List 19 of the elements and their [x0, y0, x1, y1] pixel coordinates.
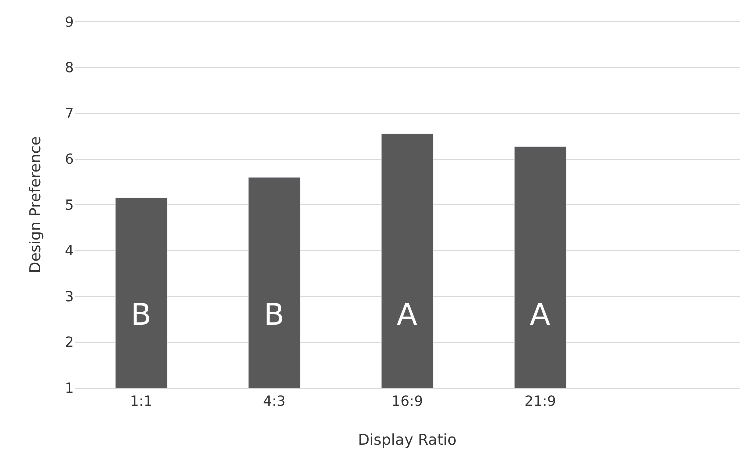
- y-tick-label: 3: [65, 289, 74, 306]
- x-tick-label: 21:9: [524, 394, 556, 410]
- annotation: B: [131, 298, 152, 333]
- annotation: A: [397, 298, 418, 333]
- y-tick-label: 2: [65, 335, 74, 352]
- x-tick-label: 4:3: [263, 394, 286, 410]
- x-tick-label: 1:1: [130, 394, 153, 410]
- annotation: A: [530, 298, 551, 333]
- y-tick-label: 6: [65, 152, 74, 168]
- y-tick-label: 8: [65, 60, 74, 77]
- y-tick-label: 4: [65, 244, 74, 260]
- x-axis-title: Display Ratio: [358, 430, 457, 449]
- y-axis-title: Design Preference: [26, 136, 44, 274]
- annotation: B: [264, 298, 285, 333]
- y-tick-label: 1: [65, 380, 74, 397]
- x-tick-label: 16:9: [392, 394, 424, 410]
- y-tick-label: 5: [65, 198, 74, 214]
- y-tick-label: 9: [65, 14, 74, 31]
- y-tick-label: 7: [65, 106, 74, 122]
